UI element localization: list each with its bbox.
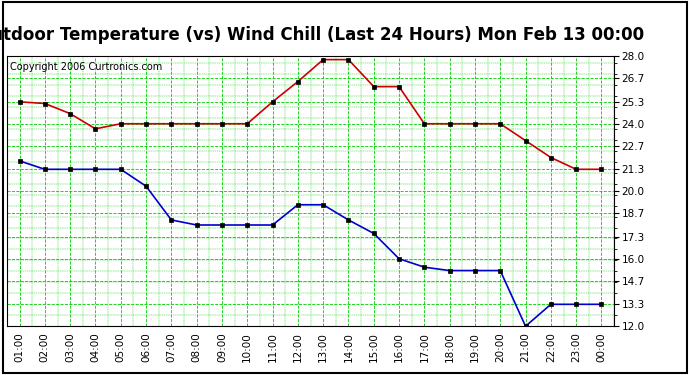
Text: Copyright 2006 Curtronics.com: Copyright 2006 Curtronics.com (10, 62, 162, 72)
Text: Outdoor Temperature (vs) Wind Chill (Last 24 Hours) Mon Feb 13 00:00: Outdoor Temperature (vs) Wind Chill (Las… (0, 26, 644, 44)
